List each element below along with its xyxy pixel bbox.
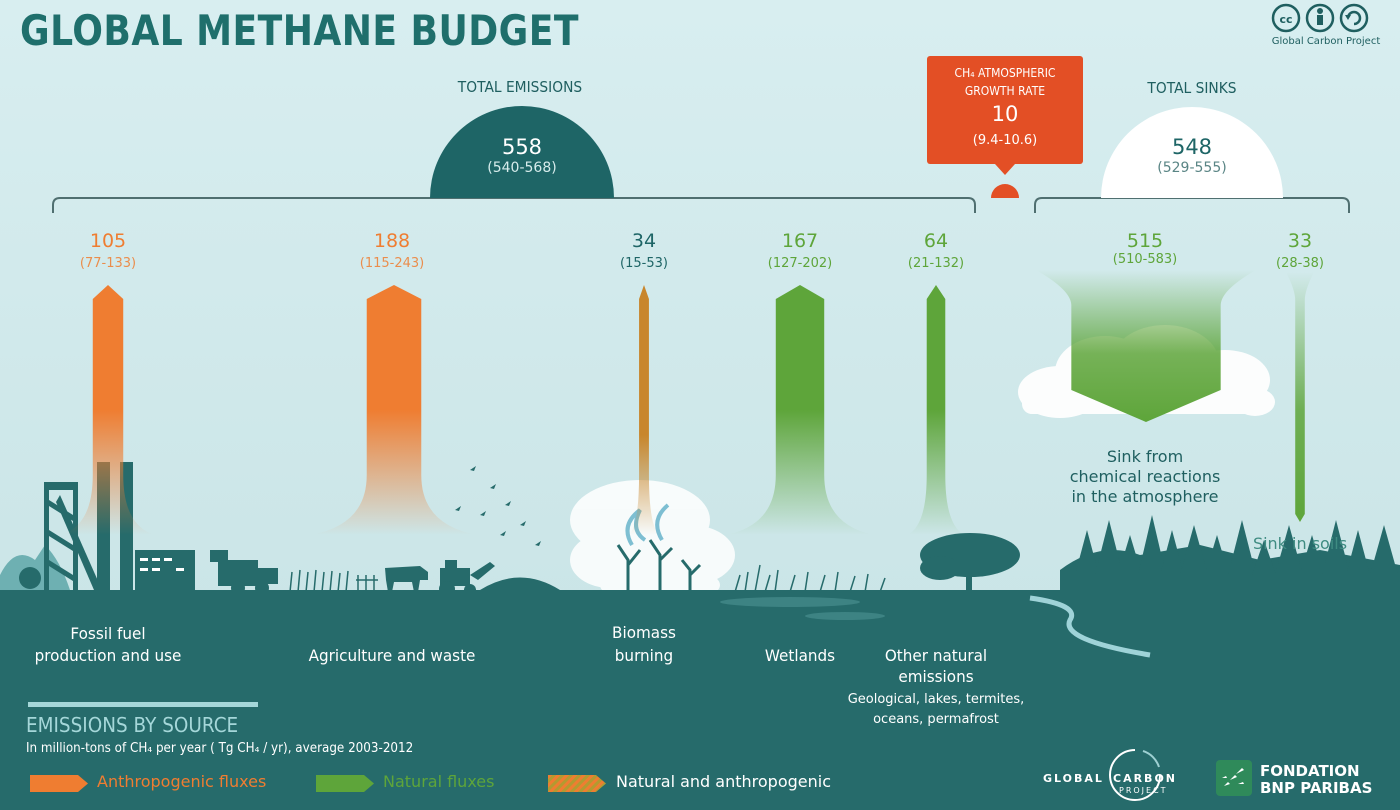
soil-sink-label: Sink in soils <box>1252 534 1348 553</box>
other-natural-label-2: emissions <box>898 667 974 686</box>
growth-rate-range: (9.4-10.6) <box>972 133 1038 148</box>
fossil-fuel-label-1: Fossil fuel <box>70 624 146 643</box>
natural-legend-swatch <box>316 775 374 792</box>
biomass-value: 34 <box>631 230 657 252</box>
growth-rate-label-2: GROWTH RATE <box>964 84 1046 98</box>
growth-rate-label-1: CH₄ ATMOSPHERIC <box>954 66 1056 80</box>
agriculture-label: Agriculture and waste <box>308 646 476 665</box>
atmosphere-sink-label-1: Sink from <box>1106 447 1184 466</box>
total-sinks-range: (529-555) <box>1157 160 1227 176</box>
legend-heading: EMISSIONS BY SOURCE <box>26 713 239 737</box>
total-emissions-value: 558 <box>501 135 543 159</box>
other-natural-sub-1: Geological, lakes, termites, <box>847 692 1025 707</box>
legend-units: In million-tons of CH₄ per year ( Tg CH₄… <box>26 741 414 756</box>
cc-icon <box>1271 3 1301 33</box>
total-sinks-label: TOTAL SINKS <box>1147 79 1237 97</box>
mixed-legend-label: Natural and anthropogenic <box>616 772 831 791</box>
emission-arrow-5 <box>907 285 965 535</box>
biomass-label-2: burning <box>614 646 674 665</box>
bnp-logo-icon <box>1216 760 1252 796</box>
gcp-logo-ring <box>1109 749 1161 801</box>
growth-rate-box <box>927 56 1083 164</box>
sharealike-icon <box>1339 3 1369 33</box>
atmosphere-sink-value: 515 <box>1126 230 1164 252</box>
soil-sink-value: 33 <box>1287 230 1313 252</box>
bnp-logo-line-2: BNP PARIBAS <box>1260 779 1373 797</box>
atmosphere-sink-range: (510-583) <box>1112 252 1178 267</box>
fossil-fuel-range: (77-133) <box>79 256 137 271</box>
wetlands-range: (127-202) <box>767 256 833 271</box>
license-badge: cc <box>1268 2 1388 54</box>
wetlands-label: Wetlands <box>764 646 836 665</box>
soil-sink-arrow <box>1286 272 1314 522</box>
anthropogenic-legend-label: Anthropogenic fluxes <box>97 772 267 791</box>
by-person-icon <box>1305 3 1335 33</box>
other-natural-range: (21-132) <box>907 256 965 271</box>
gcp-logo-left: GLOBAL <box>1043 772 1104 785</box>
agriculture-range: (115-243) <box>359 256 425 271</box>
mixed-legend-swatch <box>548 775 606 792</box>
fossil-fuel-label-2: production and use <box>34 646 182 665</box>
total-sinks-value: 548 <box>1171 135 1213 159</box>
agriculture-value: 188 <box>373 230 411 252</box>
emission-arrow-2 <box>310 285 478 535</box>
emission-arrow-1 <box>61 285 155 535</box>
emission-arrow-4 <box>725 285 875 535</box>
page-title: GLOBAL METHANE BUDGET <box>20 6 579 55</box>
atmosphere-sink-label-2: chemical reactions <box>1069 467 1221 486</box>
legend-divider <box>28 702 258 707</box>
wetlands-value: 167 <box>781 230 819 252</box>
other-natural-label-1: Other natural <box>884 646 988 665</box>
svg-text:cc: cc <box>1279 13 1292 26</box>
soil-sink-range: (28-38) <box>1276 256 1324 271</box>
other-natural-sub-2: oceans, permafrost <box>873 712 999 727</box>
anthropogenic-legend-swatch <box>30 775 88 792</box>
emission-arrow-3 <box>628 285 660 535</box>
bnp-logo-line-1: FONDATION <box>1260 762 1360 780</box>
atmosphere-sink-label-3: in the atmosphere <box>1071 487 1219 506</box>
atmosphere-sink-arrow <box>1036 270 1256 422</box>
natural-legend-label: Natural fluxes <box>383 772 495 791</box>
total-emissions-label: TOTAL EMISSIONS <box>457 78 583 96</box>
gcp-logo-right: CARBON <box>1113 772 1177 785</box>
total-emissions-range: (540-568) <box>487 160 557 176</box>
attribution-text: Global Carbon Project <box>1271 36 1381 47</box>
fossil-fuel-value: 105 <box>89 230 127 252</box>
biomass-label-1: Biomass <box>612 623 676 642</box>
gcp-logo-bottom: PROJECT <box>1119 786 1168 795</box>
growth-rate-value: 10 <box>991 102 1019 126</box>
other-natural-value: 64 <box>923 230 949 252</box>
biomass-range: (15-53) <box>620 256 668 271</box>
